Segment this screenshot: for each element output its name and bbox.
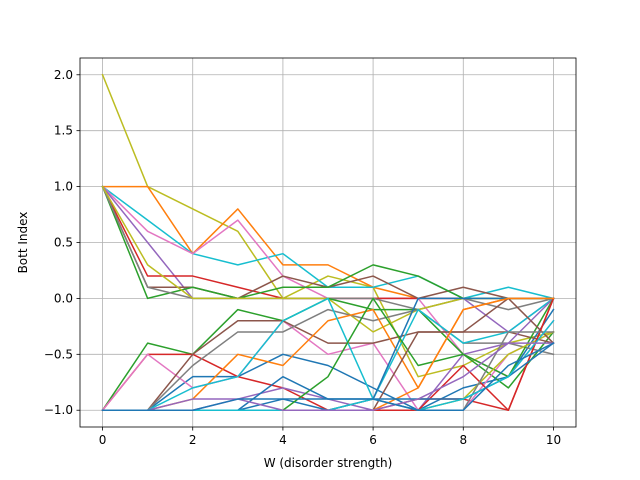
x-tick-label: 8 bbox=[459, 433, 467, 447]
x-axis-label: W (disorder strength) bbox=[264, 456, 393, 470]
y-tick-label: 1.0 bbox=[54, 180, 73, 194]
y-tick-label: −1.0 bbox=[44, 403, 73, 417]
series-line-18 bbox=[101, 297, 555, 411]
x-tick-label: 6 bbox=[369, 433, 377, 447]
series-line-1 bbox=[101, 73, 555, 378]
y-tick-label: −0.5 bbox=[44, 347, 73, 361]
series-lines bbox=[101, 73, 555, 412]
x-tick-label: 0 bbox=[99, 433, 107, 447]
x-tick-label: 2 bbox=[189, 433, 197, 447]
x-tick-label: 10 bbox=[546, 433, 561, 447]
series-line-29 bbox=[101, 342, 555, 411]
y-tick-label: 1.5 bbox=[54, 124, 73, 138]
y-tick-label: 0.5 bbox=[54, 236, 73, 250]
series-line-16 bbox=[101, 308, 555, 411]
axis-ticks: 0 2 4 6 8 10 −1.0 −0.5 0.0 0.5 1.0 1.5 2.0 bbox=[44, 68, 561, 447]
y-axis-label: Bott Index bbox=[16, 212, 30, 274]
series-line-30 bbox=[101, 342, 555, 411]
y-tick-label: 0.0 bbox=[54, 291, 73, 305]
series-line-15 bbox=[101, 320, 555, 411]
y-tick-label: 2.0 bbox=[54, 68, 73, 82]
x-tick-label: 4 bbox=[279, 433, 287, 447]
